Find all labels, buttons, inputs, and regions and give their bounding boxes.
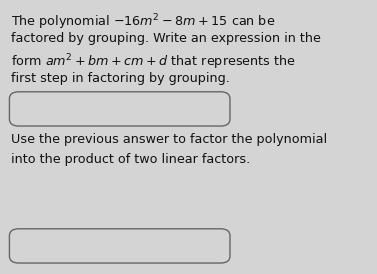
FancyBboxPatch shape	[9, 229, 230, 263]
Text: factored by grouping. Write an expression in the: factored by grouping. Write an expressio…	[11, 32, 321, 45]
Text: The polynomial $-16m^2 - 8m + 15$ can be: The polynomial $-16m^2 - 8m + 15$ can be	[11, 12, 276, 32]
Text: form $am^2 + bm + cm + d$ that represents the: form $am^2 + bm + cm + d$ that represent…	[11, 52, 296, 72]
Text: Use the previous answer to factor the polynomial: Use the previous answer to factor the po…	[11, 133, 328, 146]
Text: first step in factoring by grouping.: first step in factoring by grouping.	[11, 72, 230, 85]
FancyBboxPatch shape	[9, 92, 230, 126]
Text: into the product of two linear factors.: into the product of two linear factors.	[11, 153, 251, 166]
